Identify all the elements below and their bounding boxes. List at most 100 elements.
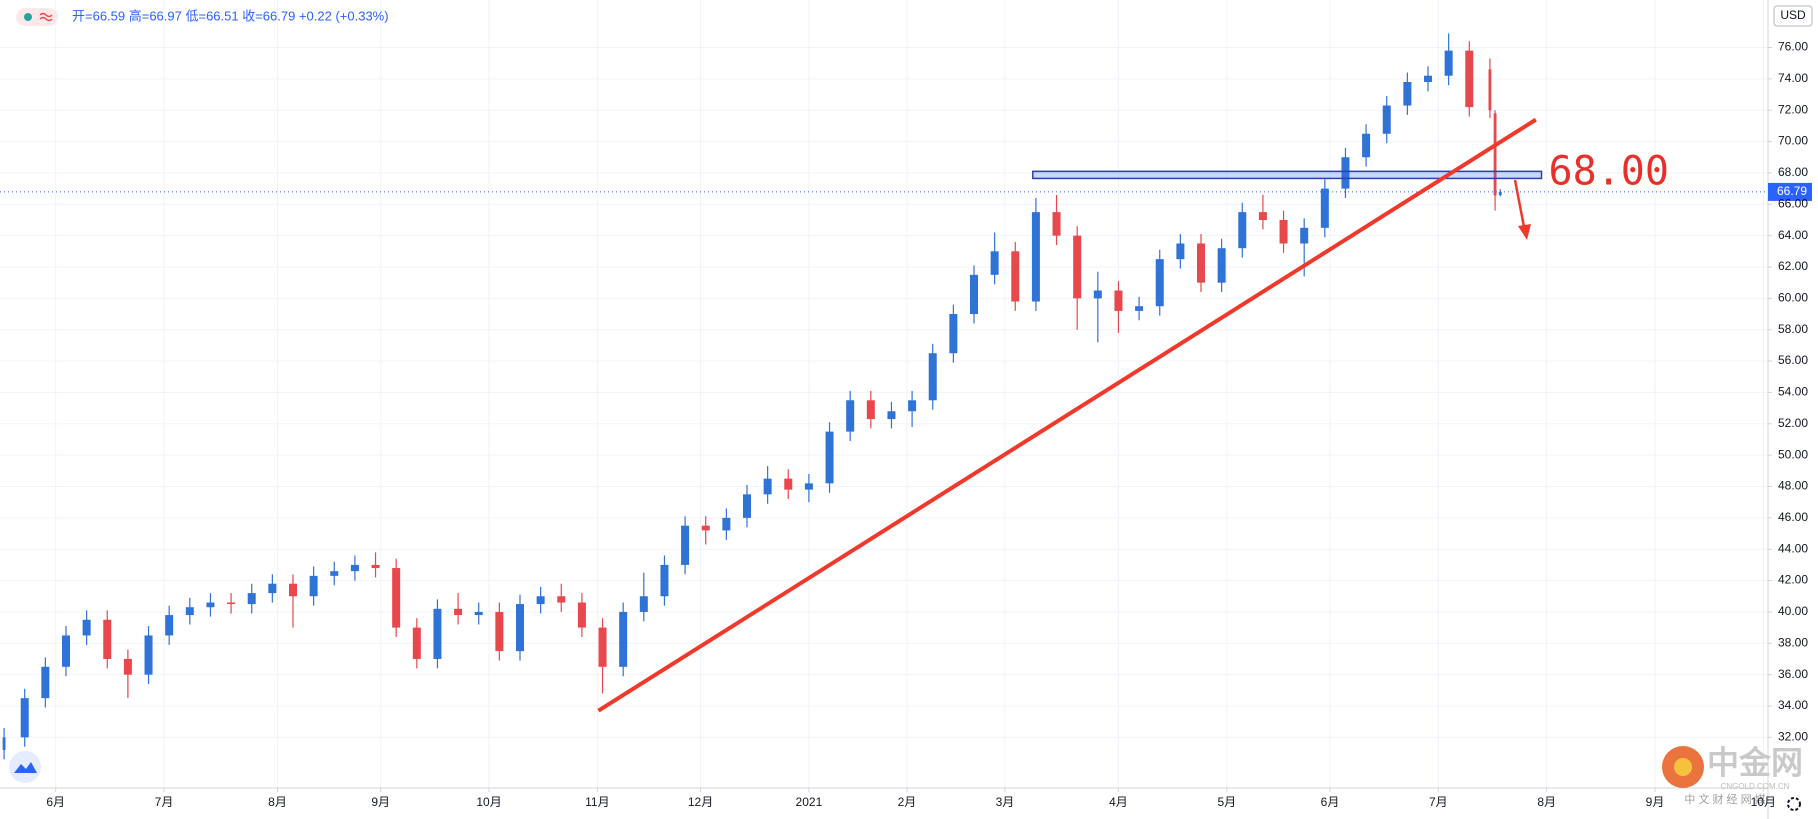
candle-body xyxy=(866,400,875,420)
candle-body xyxy=(1403,81,1412,106)
candle-body xyxy=(1444,50,1453,76)
candle-body xyxy=(309,575,318,597)
y-tick-label: 60.00 xyxy=(1778,291,1808,305)
y-tick-label: 70.00 xyxy=(1778,134,1808,148)
candle-body xyxy=(144,635,153,675)
candle-body xyxy=(1052,212,1061,236)
logo-bg[interactable] xyxy=(9,751,41,783)
candle-body xyxy=(928,353,937,401)
candle-body xyxy=(887,411,896,420)
candle-body xyxy=(1493,113,1497,196)
y-tick-label: 40.00 xyxy=(1778,604,1808,618)
y-tick-label: 68.00 xyxy=(1778,165,1808,179)
y-tick-label: 66.00 xyxy=(1778,196,1808,210)
y-tick-label: 54.00 xyxy=(1778,385,1808,399)
candle-body xyxy=(1135,306,1144,311)
x-tick-label: 6月 xyxy=(46,795,65,809)
status-dot xyxy=(24,13,32,21)
candle-body xyxy=(701,525,710,531)
x-tick-label: 2月 xyxy=(898,795,917,809)
candle-body xyxy=(227,602,236,605)
candle-body xyxy=(350,564,359,572)
x-tick-label: 4月 xyxy=(1109,795,1128,809)
x-tick-label: 8月 xyxy=(268,795,287,809)
candle-body xyxy=(1258,212,1267,220)
last-price-label: 66.79 xyxy=(1777,184,1807,198)
y-tick-label: 58.00 xyxy=(1778,322,1808,336)
watermark-sub: 中 文 财 经 网 媒 xyxy=(1684,792,1765,806)
symbol-badge[interactable] xyxy=(16,8,58,26)
candle-body xyxy=(371,564,380,569)
candle-body xyxy=(1424,75,1433,82)
candle-body xyxy=(1093,290,1102,299)
y-tick-label: 56.00 xyxy=(1778,353,1808,367)
x-tick-label: 12月 xyxy=(688,795,713,809)
candle-body xyxy=(990,251,999,275)
candle-body xyxy=(206,602,215,608)
candle-body xyxy=(949,314,958,354)
x-tick-label: 6月 xyxy=(1321,795,1340,809)
ohlc-header: 开=66.59 高=66.97 低=66.51 收=66.79 +0.22 (+… xyxy=(72,8,389,23)
y-tick-label: 38.00 xyxy=(1778,635,1808,649)
candle-body xyxy=(660,564,669,597)
settings-icon[interactable] xyxy=(1787,797,1801,811)
logo[interactable] xyxy=(14,762,37,773)
candle-body xyxy=(330,571,339,576)
currency-button[interactable] xyxy=(1773,5,1813,27)
candle-body xyxy=(1238,212,1247,249)
candle-body xyxy=(515,604,524,652)
candle-body xyxy=(123,658,132,675)
candle-body xyxy=(1279,219,1288,244)
currency-label[interactable]: USD xyxy=(1780,8,1806,22)
y-tick-label: 50.00 xyxy=(1778,447,1808,461)
y-tick-label: 46.00 xyxy=(1778,510,1808,524)
y-tick-label: 72.00 xyxy=(1778,102,1808,116)
y-tick-label: 76.00 xyxy=(1778,40,1808,54)
candle-body xyxy=(1155,259,1164,307)
arrow-shaft xyxy=(1513,179,1527,233)
y-tick-label: 64.00 xyxy=(1778,228,1808,242)
candle-body xyxy=(577,602,586,628)
x-tick-label: 8月 xyxy=(1537,795,1556,809)
grid xyxy=(0,0,1772,792)
candle-body xyxy=(908,400,917,412)
candle-body xyxy=(598,627,607,667)
candle-body xyxy=(1498,191,1502,196)
candle-body xyxy=(268,583,277,594)
candle-body xyxy=(454,608,463,616)
candle-body xyxy=(784,478,793,490)
candle-body xyxy=(763,478,772,495)
candle-body xyxy=(288,583,297,597)
candle-body xyxy=(1011,251,1020,302)
candle-body xyxy=(1176,243,1185,260)
candle-body xyxy=(722,517,731,531)
marks xyxy=(2,33,1502,760)
overlay: 66.79 68.00 xyxy=(0,117,1812,713)
x-tick-label: 2021 xyxy=(796,795,823,809)
candle-body xyxy=(392,568,401,628)
x-tick-label: 7月 xyxy=(155,795,174,809)
candle-body xyxy=(412,627,421,659)
x-tick-label: 9月 xyxy=(1646,795,1665,809)
candle-body xyxy=(20,698,29,738)
candle-body xyxy=(61,635,70,667)
candle-body xyxy=(1197,243,1206,283)
candle-body xyxy=(2,737,6,750)
y-tick-label: 42.00 xyxy=(1778,573,1808,587)
candle-body xyxy=(1341,157,1350,189)
candle-body xyxy=(1031,212,1040,302)
candle-body xyxy=(433,608,442,659)
candle-body xyxy=(1114,290,1123,311)
candle-body xyxy=(619,611,628,667)
x-tick-label: 5月 xyxy=(1217,795,1236,809)
candle-body xyxy=(825,431,834,484)
candle-body xyxy=(474,611,483,616)
candle-body xyxy=(247,593,256,605)
x-tick-label: 11月 xyxy=(585,795,609,809)
candle-body xyxy=(1320,188,1329,228)
candle-body xyxy=(103,619,112,659)
candle-body xyxy=(1465,50,1474,108)
candle-body xyxy=(1382,105,1391,134)
candle-body xyxy=(82,619,91,636)
